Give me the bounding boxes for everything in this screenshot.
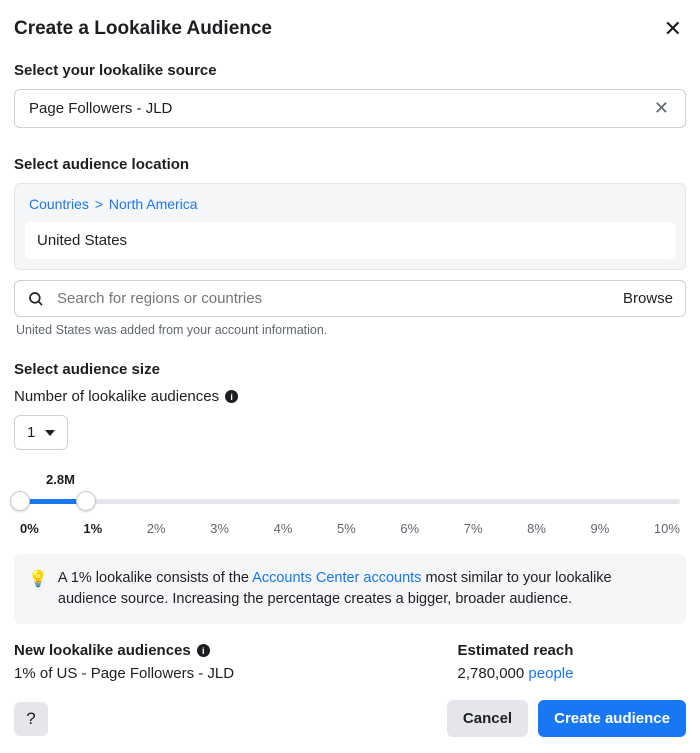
slider-tick: 3% [210,521,229,536]
lightbulb-icon: 💡 [28,568,48,610]
info-icon[interactable]: i [197,644,210,657]
audience-count-select[interactable]: 1 [14,415,68,450]
create-audience-button[interactable]: Create audience [538,700,686,737]
summary-new-col: New lookalike audiences i 1% of US - Pag… [14,642,458,682]
browse-button[interactable]: Browse [623,290,673,307]
slider-track[interactable] [20,491,680,511]
tip-text: A 1% lookalike consists of the Accounts … [58,568,672,610]
slider-tick: 4% [274,521,293,536]
help-icon: ? [26,709,35,729]
location-section-label: Select audience location [14,156,686,173]
lookalike-modal: Create a Lookalike Audience ✕ Select you… [0,0,700,753]
chevron-down-icon [45,430,55,436]
source-input-wrap[interactable]: ✕ [14,89,686,128]
summary-reach-col: Estimated reach 2,780,000 people [458,642,686,682]
slider-tick: 10% [654,521,680,536]
accounts-center-link[interactable]: Accounts Center accounts [252,570,421,586]
slider-ticks: 0% 1% 2% 3% 4% 5% 6% 7% 8% 9% 10% [20,521,680,536]
search-icon [27,290,45,308]
summary-new-value: 1% of US - Page Followers - JLD [14,665,458,682]
summary-reach-label: Estimated reach [458,642,686,659]
info-icon[interactable]: i [225,390,238,403]
summary-row: New lookalike audiences i 1% of US - Pag… [14,642,686,682]
slider-tick: 2% [147,521,166,536]
slider-tick: 1% [83,521,102,536]
audience-count-label: Number of lookalike audiences i [14,388,686,405]
size-section-label: Select audience size [14,361,686,378]
breadcrumb-separator: > [95,196,103,212]
slider-tick: 6% [400,521,419,536]
location-helper-text: United States was added from your accoun… [16,323,686,337]
breadcrumb-countries[interactable]: Countries [29,196,89,212]
tip-box: 💡 A 1% lookalike consists of the Account… [14,554,686,624]
slider-thumb-start[interactable] [10,491,30,511]
footer: ? Cancel Create audience [14,700,686,737]
slider-tick: 5% [337,521,356,536]
summary-new-label: New lookalike audiences i [14,642,458,659]
audience-count-label-text: Number of lookalike audiences [14,388,219,405]
source-section-label: Select your lookalike source [14,62,686,79]
location-breadcrumb: Countries > North America [29,196,675,212]
selected-country[interactable]: United States [25,222,675,259]
audience-count-value: 1 [27,424,35,441]
location-search-input[interactable] [55,289,623,308]
modal-title: Create a Lookalike Audience [14,18,272,40]
close-icon[interactable]: ✕ [660,14,686,44]
slider-tick: 0% [20,521,39,536]
slider-tick: 7% [464,521,483,536]
help-button[interactable]: ? [14,702,48,736]
slider-value-label: 2.8M [46,472,680,487]
slider-thumb-end[interactable] [76,491,96,511]
breadcrumb-region[interactable]: North America [109,196,198,212]
people-link[interactable]: people [528,665,573,682]
location-search-row[interactable]: Browse [14,280,686,317]
location-box: Countries > North America United States [14,183,686,270]
summary-reach-value: 2,780,000 people [458,665,686,682]
slider-tick: 8% [527,521,546,536]
modal-header: Create a Lookalike Audience ✕ [14,14,686,44]
tip-prefix: A 1% lookalike consists of the [58,570,252,586]
clear-source-icon[interactable]: ✕ [650,98,673,119]
size-slider: 2.8M 0% 1% 2% 3% 4% 5% 6% 7% 8% 9% 10% [20,472,680,536]
slider-tick: 9% [591,521,610,536]
slider-track-bg [20,499,680,504]
lookalike-source-input[interactable] [27,99,650,118]
cancel-button[interactable]: Cancel [447,700,528,737]
